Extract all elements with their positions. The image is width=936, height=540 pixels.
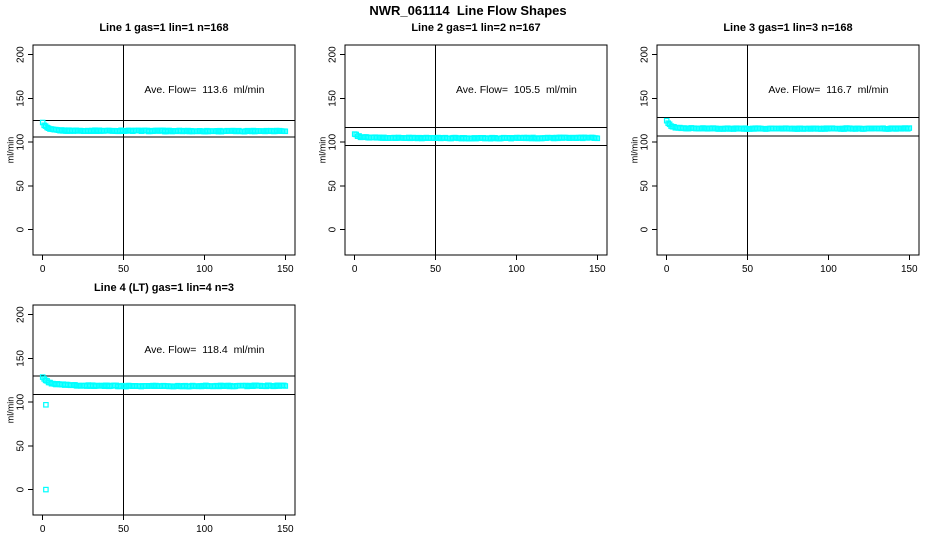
x-tick-label: 100 bbox=[820, 264, 837, 275]
x-tick-label: 0 bbox=[40, 264, 46, 275]
y-tick-label: 150 bbox=[16, 350, 27, 367]
x-tick-label: 150 bbox=[277, 264, 294, 275]
y-axis: 0 50 100 150 200 ml/min bbox=[317, 46, 345, 232]
x-tick-label: 150 bbox=[277, 524, 294, 535]
x-tick-label: 100 bbox=[196, 264, 213, 275]
x-tick-label: 0 bbox=[664, 264, 670, 275]
x-axis: 0 50 100 150 bbox=[40, 255, 294, 275]
y-axis-label: ml/min bbox=[629, 137, 639, 164]
y-tick-label: 50 bbox=[640, 180, 651, 192]
x-tick-label: 50 bbox=[118, 524, 130, 535]
subplot-title-line4: Line 4 (LT) gas=1 lin=4 n=3 bbox=[93, 282, 235, 294]
y-tick-label: 0 bbox=[328, 226, 339, 232]
y-axis: 0 50 100 150 200 ml/min bbox=[629, 46, 657, 232]
y-tick-label: 200 bbox=[16, 306, 27, 323]
flow-data-point bbox=[43, 486, 49, 493]
subplot-title-line3: Line 3 gas=1 lin=3 n=168 bbox=[723, 22, 853, 34]
x-axis: 0 50 100 150 bbox=[40, 515, 294, 535]
y-tick-label: 0 bbox=[16, 486, 27, 492]
subplot-3: 0 50 100 150 200 ml/min 0 50 100 150 bbox=[629, 44, 920, 275]
x-axis: 0 50 100 150 bbox=[664, 255, 918, 275]
subplot-1: 0 50 100 150 200 ml/min 0 50 100 150 bbox=[5, 44, 296, 275]
x-tick-label: 150 bbox=[901, 264, 918, 275]
y-tick-label: 200 bbox=[640, 46, 651, 63]
x-tick-label: 50 bbox=[118, 264, 130, 275]
y-tick-label: 100 bbox=[16, 393, 27, 410]
reference-lines bbox=[345, 45, 607, 255]
y-axis-label: ml/min bbox=[317, 137, 327, 164]
flow-data-point bbox=[282, 383, 289, 389]
reference-lines bbox=[33, 45, 295, 255]
y-tick-label: 100 bbox=[640, 133, 651, 150]
subplot-title-line1: Line 1 gas=1 lin=1 n=168 bbox=[99, 22, 229, 34]
y-tick-label: 100 bbox=[328, 133, 339, 150]
x-tick-label: 150 bbox=[589, 264, 606, 275]
x-tick-label: 50 bbox=[430, 264, 442, 275]
plot-box bbox=[32, 304, 296, 516]
ave-flow-annotation-line3: Ave. Flow= 116.7 ml/min bbox=[768, 83, 889, 96]
flow-data-point bbox=[282, 128, 289, 135]
y-tick-label: 200 bbox=[328, 46, 339, 63]
y-tick-label: 200 bbox=[16, 46, 27, 63]
y-axis: 0 50 100 150 200 ml/min bbox=[5, 46, 33, 232]
plot-box bbox=[344, 44, 608, 256]
x-tick-label: 100 bbox=[196, 524, 213, 535]
x-tick-label: 50 bbox=[742, 264, 754, 275]
flow-data-point bbox=[904, 125, 911, 132]
subplot-4: 0 50 100 150 200 ml/min 0 50 100 150 bbox=[5, 304, 296, 535]
plot-box bbox=[32, 44, 296, 256]
y-tick-label: 100 bbox=[16, 133, 27, 150]
page-title: NWR_061114 Line Flow Shapes bbox=[369, 3, 567, 18]
y-axis-label: ml/min bbox=[5, 397, 15, 424]
y-tick-label: 150 bbox=[640, 90, 651, 107]
x-axis: 0 50 100 150 bbox=[352, 255, 606, 275]
y-tick-label: 150 bbox=[328, 90, 339, 107]
x-tick-label: 0 bbox=[40, 524, 46, 535]
reference-lines bbox=[33, 305, 295, 515]
ave-flow-annotation-line2: Ave. Flow= 105.5 ml/min bbox=[455, 83, 577, 96]
y-tick-label: 0 bbox=[640, 226, 651, 232]
subplot-2: 0 50 100 150 200 ml/min 0 50 100 150 bbox=[317, 44, 608, 275]
reference-lines bbox=[657, 45, 919, 255]
flow-data-point bbox=[43, 402, 49, 408]
flow-data-point bbox=[906, 125, 913, 131]
data-points bbox=[663, 117, 913, 132]
data-points bbox=[39, 374, 289, 493]
y-tick-label: 0 bbox=[16, 226, 27, 232]
y-tick-label: 150 bbox=[16, 90, 27, 107]
y-axis-label: ml/min bbox=[5, 137, 15, 164]
data-points bbox=[39, 119, 289, 135]
subplot-title-line2: Line 2 gas=1 lin=2 n=167 bbox=[411, 22, 541, 34]
flow-data-point bbox=[594, 135, 601, 142]
ave-flow-annotation-line4: Ave. Flow= 118.4 ml/min bbox=[144, 343, 265, 356]
y-tick-label: 50 bbox=[16, 440, 27, 452]
y-tick-label: 50 bbox=[16, 180, 27, 192]
plot-box bbox=[656, 44, 920, 256]
data-points bbox=[351, 131, 601, 142]
ave-flow-annotation-line1: Ave. Flow= 113.6 ml/min bbox=[144, 83, 265, 96]
flow-data-point bbox=[665, 120, 672, 127]
x-tick-label: 100 bbox=[508, 264, 525, 275]
x-tick-label: 0 bbox=[352, 264, 358, 275]
y-tick-label: 50 bbox=[328, 180, 339, 192]
y-axis: 0 50 100 150 200 ml/min bbox=[5, 306, 33, 492]
